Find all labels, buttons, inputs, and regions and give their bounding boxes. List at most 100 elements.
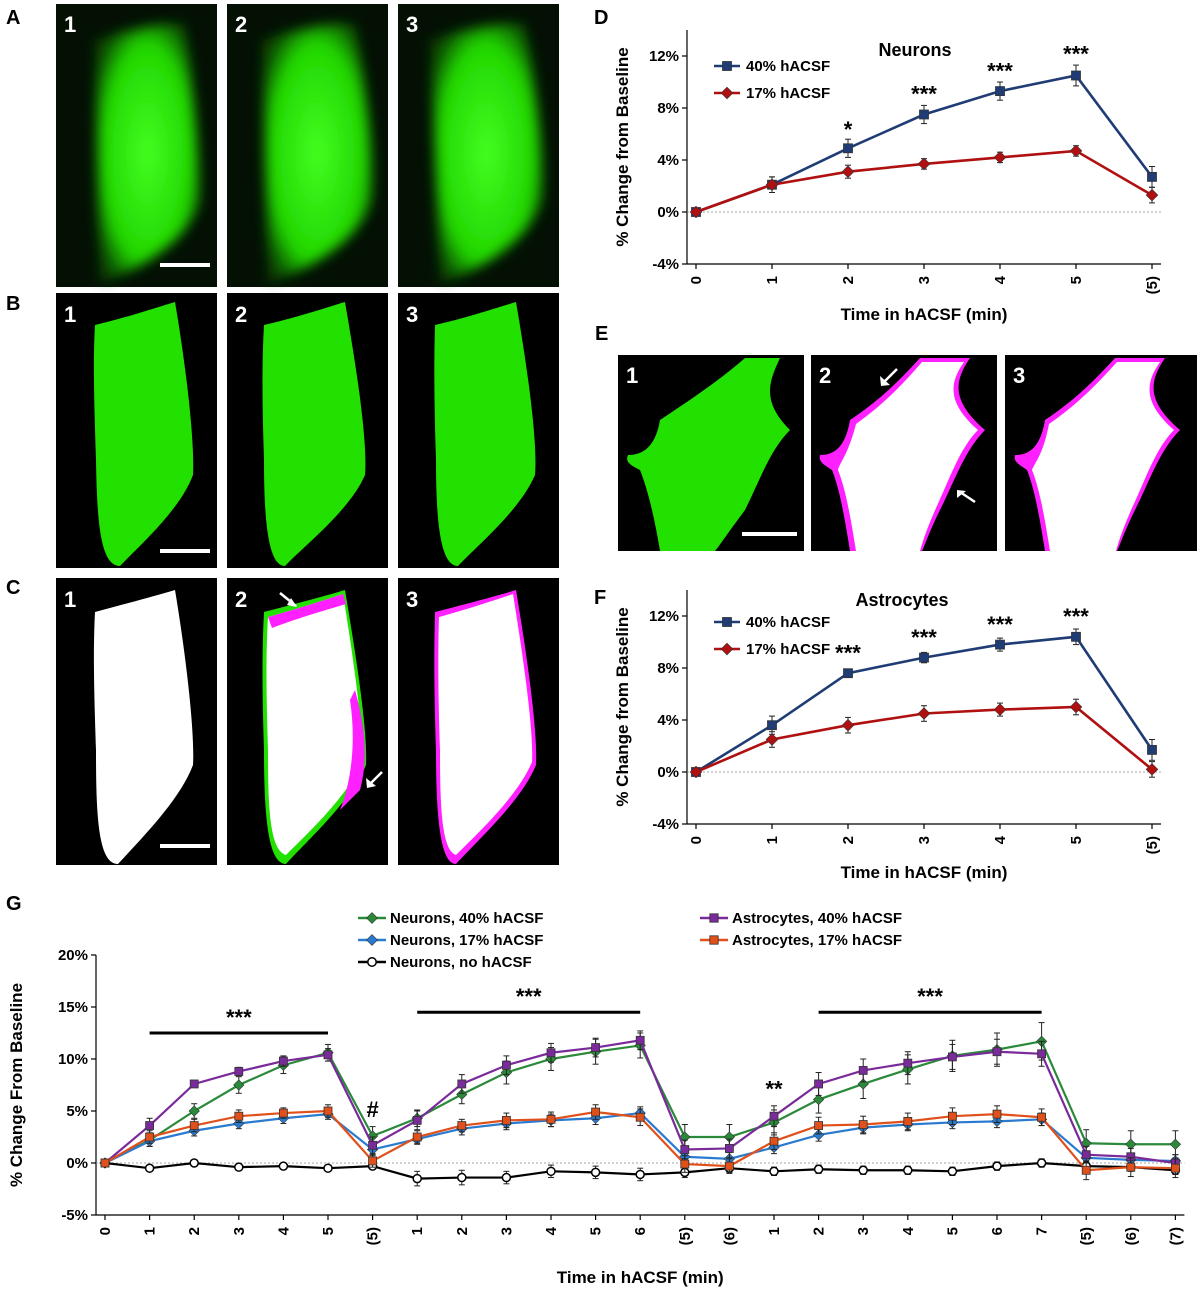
data-point: [1147, 171, 1157, 182]
data-point: [635, 1169, 645, 1180]
y-tick-label: 4%: [657, 152, 679, 169]
x-tick-label: 0: [688, 276, 705, 284]
data-point: [546, 1048, 556, 1058]
panel-label: G: [6, 893, 22, 915]
data-point: [1081, 1165, 1091, 1175]
x-tick-label: (5): [1144, 276, 1161, 294]
data-point: [234, 1111, 244, 1121]
data-point: [1125, 1138, 1137, 1150]
x-tick-label: 2: [454, 1227, 471, 1235]
x-tick-label: 4: [992, 835, 1009, 844]
frame-number: 1: [64, 12, 76, 37]
x-tick-label: (5): [365, 1227, 382, 1245]
x-tick-label: 3: [231, 1227, 248, 1235]
frame-number: 3: [406, 302, 418, 327]
y-axis-title: % Change from Baseline: [613, 47, 632, 246]
data-point: [814, 1121, 823, 1130]
significance-mark: ***: [835, 640, 861, 665]
data-point: [814, 1079, 823, 1089]
data-point: [841, 718, 855, 732]
data-point: [457, 1121, 467, 1130]
data-point: [769, 1166, 779, 1177]
x-tick-label: 5: [1068, 276, 1085, 284]
y-tick-label: 8%: [657, 660, 679, 677]
scale-bar-c: [160, 844, 210, 848]
data-point: [233, 1079, 245, 1091]
data-point: [993, 151, 1007, 164]
data-point: [992, 1161, 1002, 1171]
legend-marker: [722, 617, 732, 627]
data-point: [947, 1166, 958, 1177]
data-point: [278, 1161, 289, 1171]
x-tick-label: 1: [764, 276, 781, 284]
frame-number: 3: [406, 12, 418, 37]
data-point: [501, 1060, 511, 1070]
frame-number: 3: [1013, 363, 1025, 388]
x-tick-label: (7): [1167, 1227, 1184, 1245]
x-tick-label: 3: [855, 1227, 872, 1235]
chart-title: Neurons: [878, 40, 951, 60]
x-tick-label: (5): [1078, 1227, 1095, 1245]
data-point: [501, 1172, 512, 1183]
legend-label: Astrocytes, 17% hACSF: [732, 932, 902, 949]
legend-marker: [366, 912, 378, 924]
data-point: [992, 1047, 1002, 1057]
x-tick-label: (5): [677, 1227, 694, 1245]
chart-g: G -5% 0% 5% 10% 15% 20% 0 1 2 3 4 5 (5) 1 2 3 4 5 6 (5) (6) 1 2…: [6, 893, 1185, 1287]
x-tick-label: 4: [543, 1226, 560, 1235]
data-point: [145, 1132, 155, 1142]
image-a2: 2: [227, 4, 388, 287]
x-tick-label: 5: [588, 1227, 605, 1235]
image-c2: 2: [227, 578, 388, 865]
data-point: [233, 1117, 245, 1130]
panel-label-e: E: [595, 323, 608, 345]
legend-label: Neurons, 17% hACSF: [390, 932, 543, 949]
x-tick-label: 5: [320, 1227, 337, 1235]
data-point: [1145, 763, 1159, 776]
x-tick-label: 6: [989, 1227, 1006, 1235]
image-c3: 3: [398, 578, 559, 865]
significance-mark: ***: [1063, 41, 1089, 66]
y-tick-label: -5%: [61, 1207, 88, 1224]
data-point: [919, 109, 929, 120]
legend-label: 17% hACSF: [746, 641, 830, 658]
data-point: [368, 1156, 378, 1166]
panel-e-images: 1 2 3: [618, 355, 1197, 551]
y-tick-label: 12%: [649, 608, 679, 625]
data-point: [188, 1105, 200, 1117]
significance-mark: ***: [911, 625, 937, 650]
data-point: [457, 1079, 467, 1089]
y-tick-label: 0%: [657, 764, 679, 781]
data-point: [858, 1120, 868, 1129]
series-line: [104, 1039, 1176, 1165]
y-tick-label: 0%: [66, 1155, 88, 1172]
data-point: [412, 1132, 422, 1142]
scale-bar-a: [160, 263, 210, 267]
series-line: [104, 1040, 1176, 1164]
data-point: [1069, 144, 1083, 158]
panel-b-images: 1 2 3: [56, 293, 559, 568]
data-point: [812, 1093, 825, 1106]
x-tick-label: 2: [811, 1227, 828, 1235]
data-point: [689, 205, 703, 219]
y-tick-label: 15%: [58, 999, 88, 1016]
data-point: [919, 652, 929, 663]
data-point: [1069, 700, 1083, 714]
data-point: [769, 1111, 779, 1121]
data-point: [858, 1066, 868, 1075]
data-point: [145, 1121, 155, 1130]
x-axis-title: Time in hACSF (min): [841, 305, 1008, 324]
data-point: [234, 1067, 244, 1076]
significance-mark: ***: [917, 984, 943, 1009]
significance-mark: ***: [516, 984, 542, 1009]
panel-label: D: [594, 7, 608, 29]
data-point: [546, 1166, 556, 1177]
data-point: [948, 1111, 957, 1121]
series-3: [100, 1030, 1180, 1172]
data-point: [590, 1167, 601, 1178]
data-point: [1171, 1163, 1180, 1173]
panel-a-images: 1 2 3: [56, 4, 559, 287]
significance-mark: ***: [987, 58, 1013, 83]
data-point: [917, 707, 931, 720]
